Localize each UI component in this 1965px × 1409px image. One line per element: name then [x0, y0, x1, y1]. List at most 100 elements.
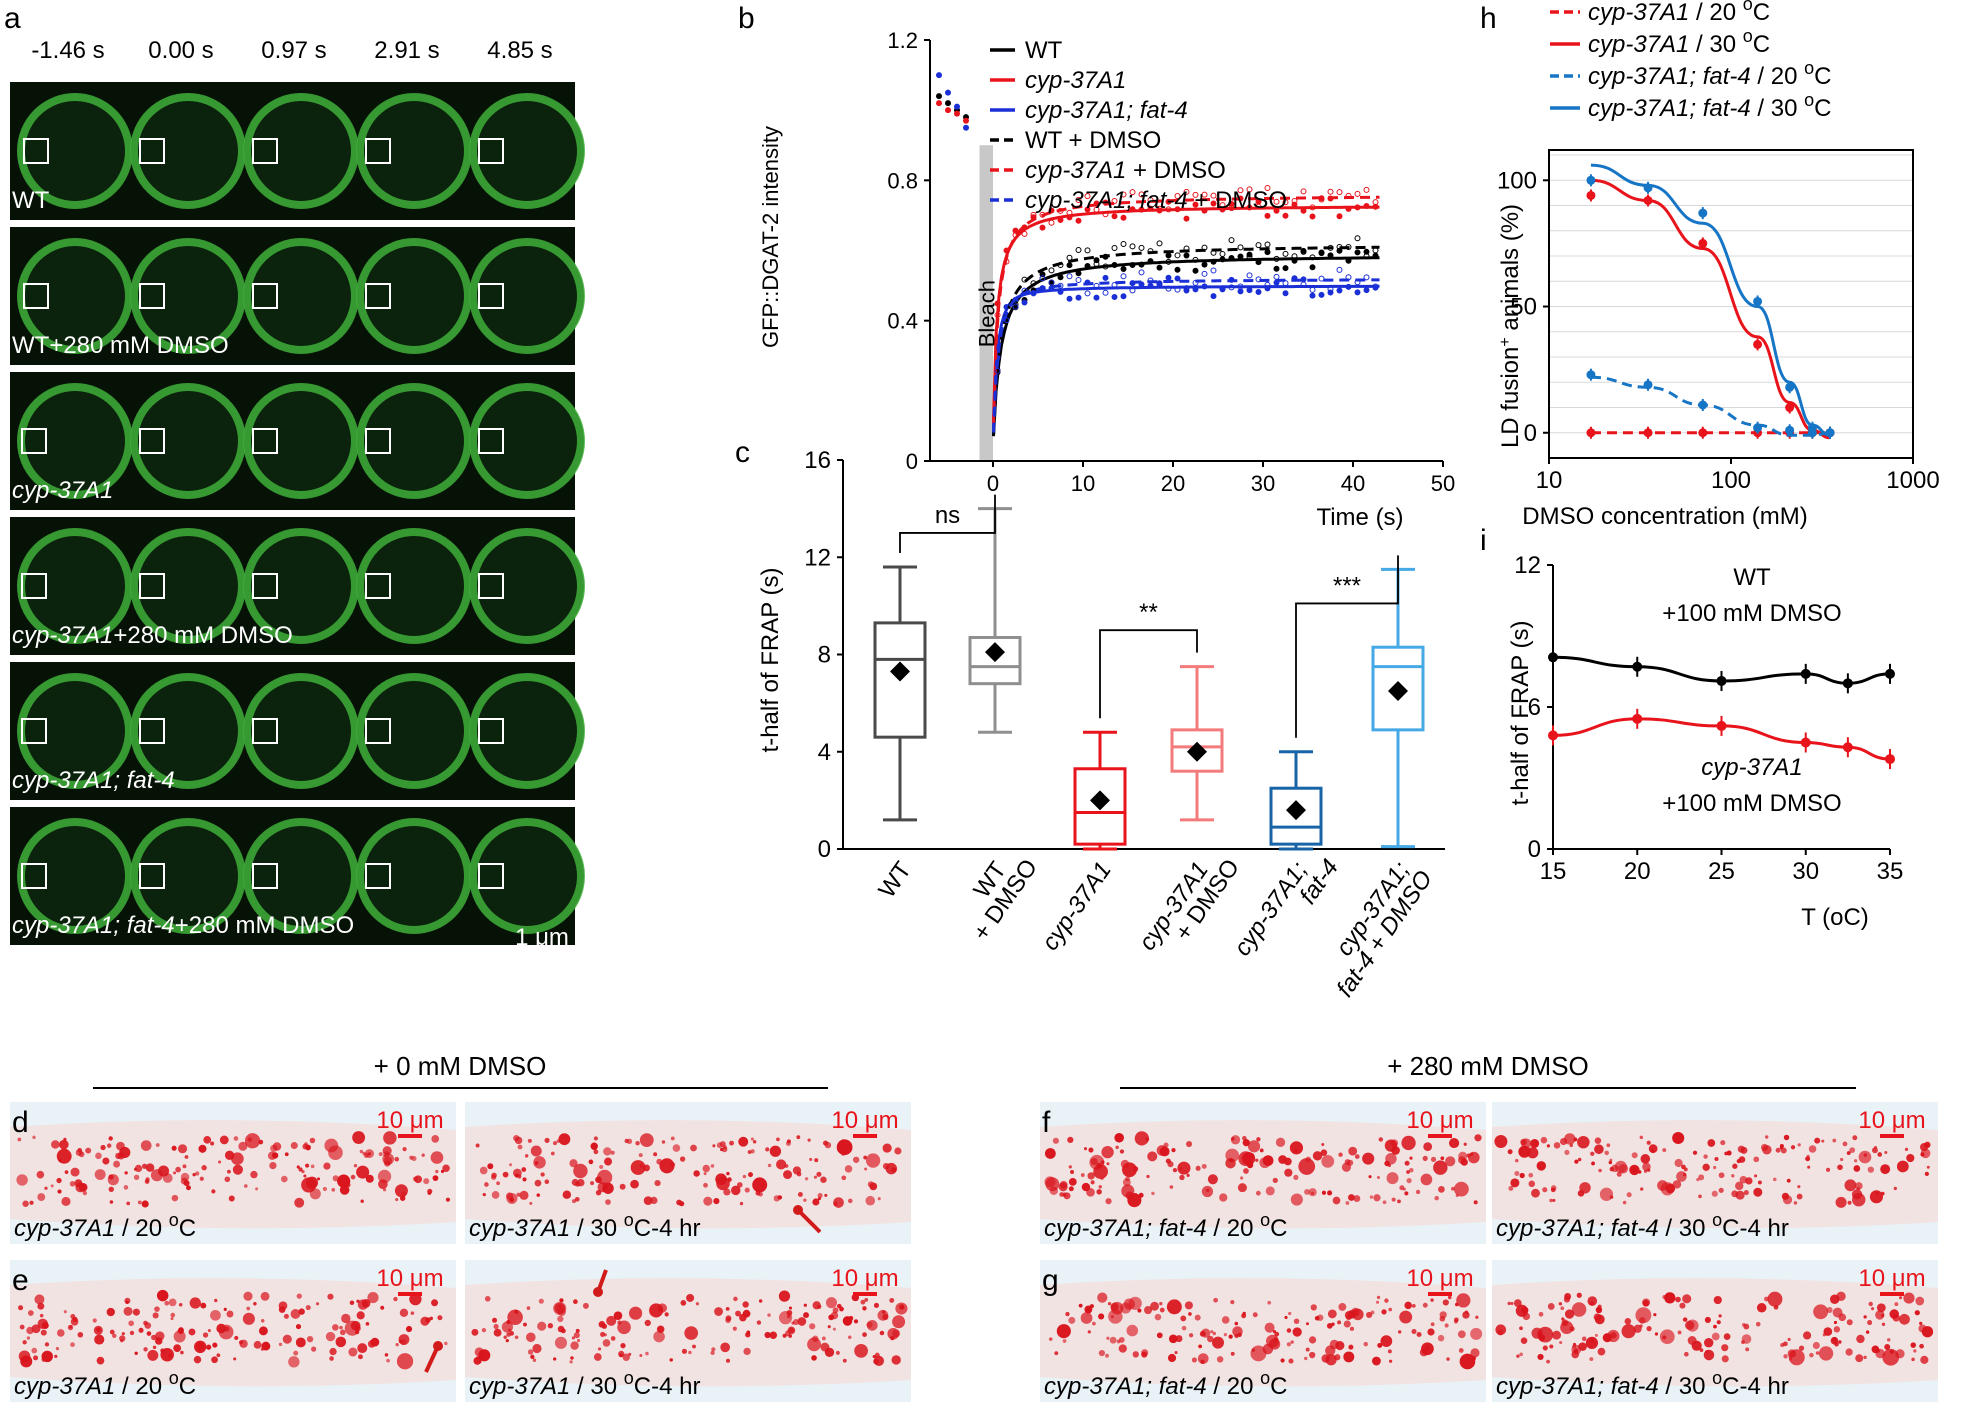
lipid-droplet	[1442, 1299, 1449, 1306]
lipid-droplet	[1756, 1302, 1767, 1313]
lipid-droplet	[1305, 1347, 1310, 1352]
recovery-point	[1363, 287, 1370, 294]
lipid-droplet	[1109, 1336, 1117, 1344]
lipid-droplet	[832, 1327, 836, 1331]
lipid-droplet	[1915, 1296, 1925, 1306]
lipid-droplet	[773, 1195, 780, 1202]
lipid-droplet	[1159, 1301, 1163, 1306]
legend-label: cyp-37A1	[1025, 67, 1126, 94]
lipid-droplet	[223, 1307, 227, 1312]
lipid-droplet	[177, 1144, 188, 1154]
lipid-droplet	[1631, 1152, 1638, 1159]
caption-genotype: cyp-37A1; fat-4	[1044, 1215, 1207, 1242]
lipid-droplet	[1446, 1357, 1450, 1361]
lipid-droplet	[1440, 1156, 1445, 1161]
lipid-droplet	[1237, 1332, 1242, 1338]
b-x-axis-label: Time (s)	[1316, 504, 1403, 531]
arrow-head	[433, 1341, 443, 1351]
box-mean-marker	[890, 661, 910, 682]
lipid-droplet	[553, 1141, 558, 1146]
lipid-droplet	[100, 1144, 106, 1151]
lipid-droplet	[348, 1347, 358, 1357]
lipid-droplet	[362, 1151, 366, 1155]
lipid-droplet	[51, 1140, 60, 1149]
lipid-droplet	[877, 1197, 881, 1201]
recovery-point	[1147, 205, 1154, 212]
droplet-fill	[357, 529, 471, 643]
lipid-droplet	[427, 1191, 432, 1195]
lipid-droplet	[517, 1144, 523, 1150]
lipid-droplet	[1865, 1330, 1870, 1334]
lipid-droplet	[720, 1342, 731, 1353]
lipid-droplet	[1259, 1148, 1264, 1153]
lipid-droplet	[835, 1350, 840, 1355]
recovery-point	[1048, 267, 1055, 274]
lipid-droplet	[769, 1145, 782, 1157]
lipid-droplet	[182, 1164, 187, 1169]
lipid-droplet	[882, 1162, 890, 1170]
lipid-droplet	[493, 1328, 502, 1337]
lipid-droplet	[746, 1330, 751, 1335]
lipid-droplet	[554, 1336, 568, 1349]
lipid-droplet	[1884, 1343, 1891, 1351]
lipid-droplet	[1591, 1161, 1595, 1166]
lipid-droplet	[36, 1170, 45, 1179]
y-tick-label: 8	[818, 642, 831, 669]
lipid-droplet	[1241, 1313, 1247, 1319]
droplet-ring	[469, 93, 585, 209]
y-tick-label: 0.8	[887, 168, 918, 193]
recovery-point	[1039, 224, 1046, 231]
image-row: cyp-37A1; fat-4	[10, 662, 585, 800]
lipid-droplet	[556, 1139, 561, 1143]
lipid-droplet	[786, 1309, 793, 1316]
lipid-droplet	[1762, 1144, 1772, 1155]
bleach-roi-box	[139, 283, 165, 309]
lipid-droplet	[530, 1145, 542, 1157]
prebleach-point	[954, 110, 960, 117]
lipid-droplet	[298, 1167, 303, 1172]
lipid-droplet	[812, 1301, 821, 1310]
droplet-fill	[470, 384, 584, 498]
lipid-droplet	[1845, 1348, 1853, 1356]
lipid-droplet	[1713, 1295, 1722, 1305]
lipid-droplet	[109, 1200, 114, 1204]
lipid-droplet	[210, 1309, 221, 1321]
row-genotype-label: cyp-37A1	[12, 477, 113, 504]
droplet-fill	[470, 94, 584, 208]
lipid-droplet	[1815, 1351, 1820, 1355]
lipid-droplet	[1711, 1190, 1718, 1197]
lipid-droplet	[536, 1193, 541, 1197]
lipid-droplet	[538, 1298, 544, 1304]
lipid-droplet	[386, 1358, 390, 1363]
lipid-droplet	[606, 1315, 617, 1326]
lipid-droplet	[1262, 1155, 1274, 1166]
lipid-droplet	[1409, 1167, 1414, 1173]
droplet-ring	[243, 528, 359, 644]
lipid-droplet	[1714, 1156, 1719, 1162]
lipid-droplet	[1427, 1328, 1435, 1336]
recovery-point	[1057, 274, 1064, 281]
lipid-droplet	[1188, 1333, 1194, 1338]
recovery-point	[1075, 270, 1082, 277]
lipid-droplet	[1812, 1341, 1820, 1350]
legend-label-unit-o: o	[1804, 58, 1814, 78]
lipid-droplet	[1201, 1163, 1207, 1169]
lipid-droplet	[1106, 1162, 1110, 1166]
lipid-droplet	[402, 1146, 407, 1152]
lipid-droplet	[1081, 1182, 1091, 1192]
lipid-droplet	[1332, 1196, 1341, 1205]
lipid-droplet	[869, 1182, 878, 1191]
droplet-ring	[356, 528, 472, 644]
lipid-droplet	[50, 1184, 54, 1188]
bleach-roi-box	[365, 573, 391, 599]
lipid-droplet	[1736, 1158, 1741, 1164]
lipid-droplet	[218, 1160, 222, 1164]
lipid-droplet	[1542, 1187, 1548, 1193]
lipid-droplet	[703, 1182, 708, 1188]
lipid-droplet	[758, 1191, 763, 1197]
lipid-droplet	[715, 1173, 727, 1185]
dose-point	[1698, 400, 1708, 410]
lipid-droplet	[1687, 1336, 1697, 1345]
lipid-droplet	[1546, 1359, 1550, 1364]
lipid-droplet	[1707, 1139, 1716, 1147]
